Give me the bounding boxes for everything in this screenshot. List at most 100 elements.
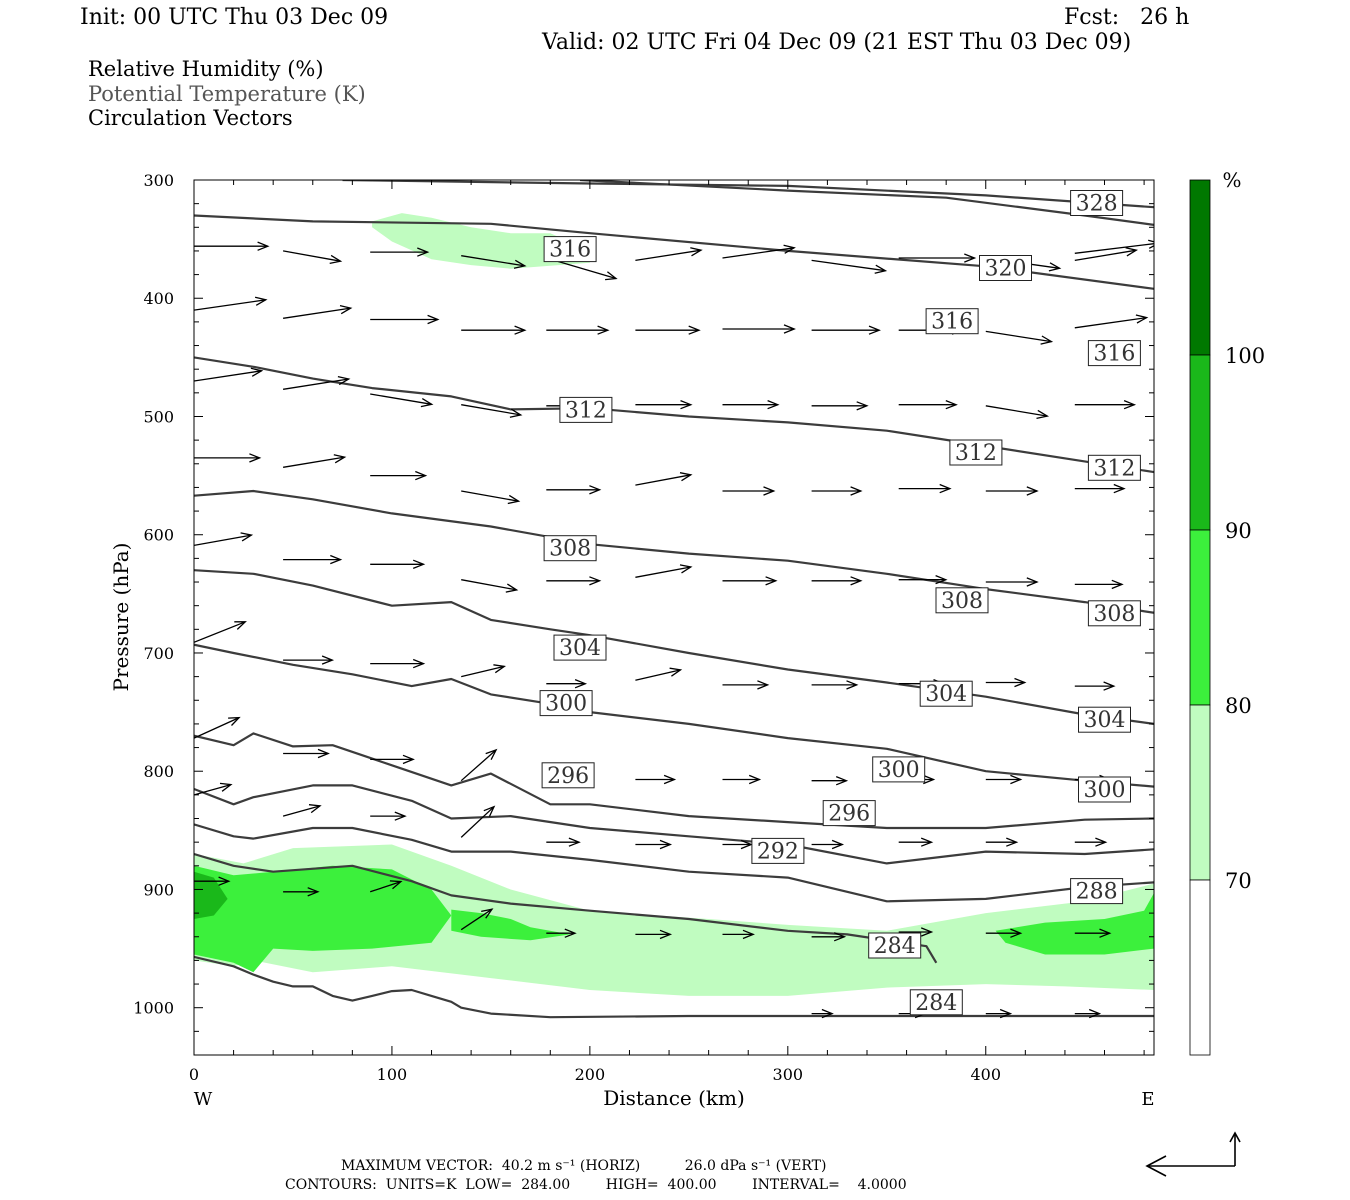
svg-text:292: 292: [757, 839, 799, 864]
circulation-vector-65: [985, 677, 1027, 688]
y-tick-300: 300: [143, 171, 174, 190]
circulation-vector-95: [722, 929, 755, 940]
theta-contour-284-11: [194, 955, 1154, 1019]
y-axis-label: Pressure (hPa): [109, 543, 133, 692]
circulation-vector-40: [722, 486, 776, 496]
circulation-vector-60: [546, 678, 588, 689]
colorbar-segment-2: [1189, 529, 1211, 706]
circulation-vector-0: [194, 241, 270, 251]
circulation-vector-54: [985, 577, 1039, 587]
y-tick-900: 900: [143, 880, 174, 899]
theta-label-308-10: 308: [1087, 600, 1141, 627]
circulation-vector-33: [1074, 399, 1137, 410]
circulation-vector-81: [460, 805, 496, 838]
circulation-vector-62: [722, 680, 770, 690]
svg-text:316: 316: [1093, 342, 1135, 367]
theta-label-296-15: 296: [541, 762, 595, 789]
circulation-vector-93: [546, 928, 577, 938]
circulation-vector-51: [722, 576, 778, 586]
colorbar-level-90: 90: [1225, 519, 1252, 543]
theta-label-304-13: 304: [919, 680, 973, 707]
contour-info: CONTOURS: UNITS=K LOW= 284.00 HIGH= 400.…: [285, 1177, 907, 1193]
circulation-vector-34: [194, 453, 262, 463]
x-tick-100: 100: [377, 1065, 408, 1084]
circulation-vector-6: [722, 244, 796, 259]
circulation-vector-41: [811, 486, 863, 496]
theta-label-312-7: 312: [1087, 454, 1141, 481]
theta-label-288-20: 288: [1070, 878, 1124, 905]
circulation-vector-97: [898, 927, 934, 937]
circulation-vector-8: [898, 253, 977, 263]
circulation-vector-67: [194, 716, 241, 739]
max-vector-info: MAXIMUM VECTOR: 40.2 m s⁻¹ (HORIZ) 26.0 …: [341, 1158, 827, 1174]
circulation-vector-91: [369, 880, 403, 893]
theta-label-320-2: 320: [979, 255, 1032, 282]
svg-text:296: 296: [828, 802, 870, 827]
theta-contour-300-7: [194, 732, 1154, 830]
theta-label-312-6: 312: [949, 439, 1003, 466]
svg-text:308: 308: [941, 589, 983, 614]
circulation-vector-25: [370, 393, 434, 408]
theta-label-292-19: 292: [751, 837, 805, 864]
theta-contour-292-9: [194, 823, 1154, 903]
svg-text:308: 308: [549, 537, 591, 562]
svg-text:300: 300: [1084, 778, 1126, 803]
theta-label-316-4: 316: [1087, 340, 1141, 367]
circulation-vector-76: [985, 774, 1023, 785]
y-tick-400: 400: [143, 289, 174, 308]
circulation-vector-45: [194, 532, 254, 547]
circulation-vector-70: [460, 748, 498, 782]
rh-region-70-0: [372, 213, 590, 269]
circulation-vector-2: [370, 247, 430, 257]
svg-text:316: 316: [549, 238, 591, 263]
circulation-vector-3: [461, 255, 527, 269]
colorbar-unit: %: [1222, 168, 1241, 192]
valid-time: Valid: 02 UTC Fri 04 Dec 09 (21 EST Thu …: [542, 30, 1132, 55]
circulation-vector-103: [1074, 1008, 1102, 1019]
theta-contour-316-3: [194, 356, 1154, 474]
circulation-vector-84: [722, 839, 753, 850]
colorbar-segment-4: [1189, 879, 1211, 1056]
circulation-vector-55: [1074, 579, 1124, 590]
reference-vector-icon: [1145, 1131, 1241, 1177]
x-tick-400: 400: [970, 1065, 1001, 1084]
theta-contour-304-6: [194, 643, 1154, 788]
circulation-vector-89: [194, 876, 231, 886]
circulation-vector-58: [370, 658, 426, 669]
circulation-vector-39: [635, 472, 693, 486]
theta-label-284-22: 284: [909, 989, 963, 1016]
x-tick-200: 200: [575, 1065, 606, 1084]
circulation-vector-83: [635, 839, 673, 850]
circulation-vector-92: [460, 908, 494, 931]
circulation-vector-94: [635, 929, 673, 940]
legend-circulation-vectors: Circulation Vectors: [88, 106, 293, 130]
theta-label-316-1: 316: [543, 236, 597, 263]
circulation-vector-82: [546, 837, 581, 847]
circulation-vector-22: [1074, 314, 1149, 329]
circulation-vector-44: [1074, 483, 1126, 494]
circulation-vector-24: [282, 375, 351, 390]
circulation-vector-36: [370, 470, 428, 481]
svg-text:304: 304: [925, 682, 967, 707]
circulation-vector-74: [811, 775, 849, 786]
circulation-vector-68: [283, 748, 330, 759]
circulation-vector-23: [194, 367, 264, 382]
circulation-vector-11: [1074, 239, 1154, 254]
theta-label-300-17: 300: [1078, 776, 1131, 803]
circulation-vector-35: [282, 454, 347, 468]
theta-label-296-18: 296: [822, 800, 876, 827]
legend-potential-temperature: Potential Temperature (K): [88, 82, 366, 106]
colorbar-level-70: 70: [1225, 869, 1252, 893]
svg-text:284: 284: [874, 934, 916, 959]
circulation-vector-7: [811, 259, 888, 274]
circulation-vector-72: [635, 774, 677, 785]
theta-label-312-5: 312: [559, 396, 613, 423]
circulation-vector-100: [811, 1008, 834, 1019]
theta-label-316-3: 316: [925, 308, 979, 335]
circulation-vector-79: [282, 804, 322, 817]
circulation-vector-12: [194, 296, 268, 311]
colorbar: 100 90 80 70: [1189, 179, 1265, 1056]
circulation-vector-99: [1074, 928, 1112, 938]
circulation-vector-46: [283, 554, 343, 565]
colorbar-segment-1: [1189, 354, 1211, 531]
